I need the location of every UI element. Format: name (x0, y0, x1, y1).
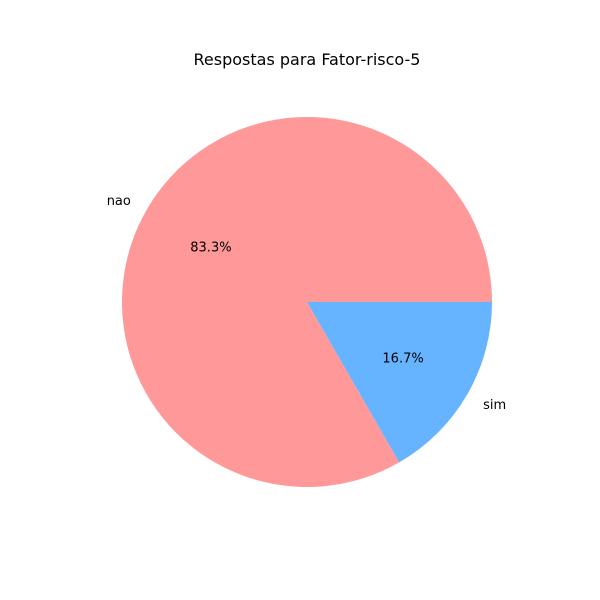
pie-slice-sim (307, 302, 492, 463)
pie-labels: nao 83.3% sim 16.7% (107, 194, 506, 413)
chart-title: Respostas para Fator-risco-5 (194, 50, 421, 69)
pie-slices (122, 117, 492, 487)
pct-label-nao: 83.3% (190, 240, 231, 255)
slice-label-sim: sim (483, 398, 506, 413)
slice-label-nao: nao (107, 194, 131, 209)
pct-label-sim: 16.7% (382, 352, 423, 367)
